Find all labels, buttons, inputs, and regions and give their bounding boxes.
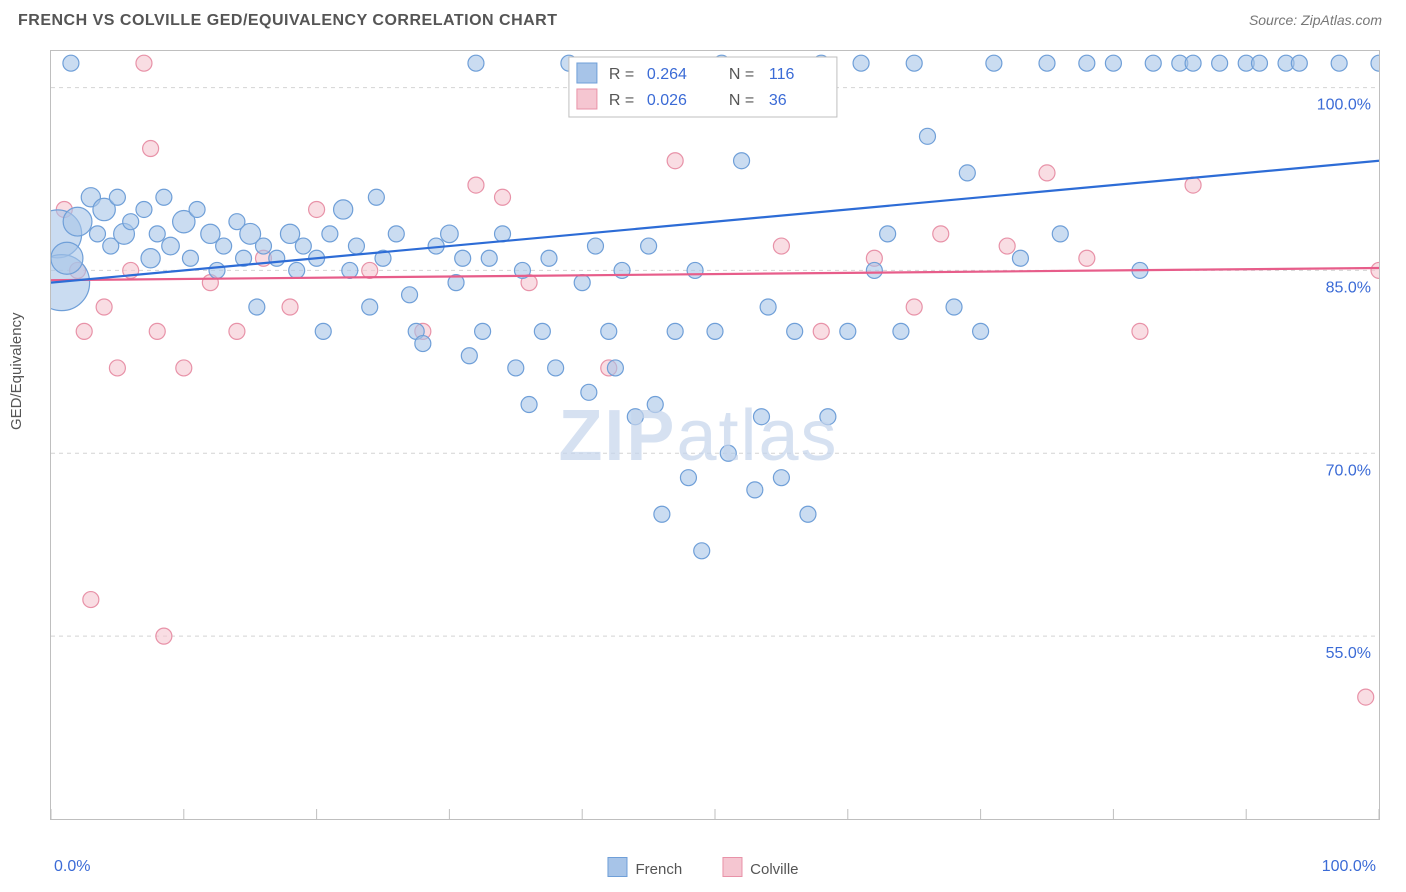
svg-text:70.0%: 70.0% [1326, 462, 1371, 479]
chart-title: FRENCH VS COLVILLE GED/EQUIVALENCY CORRE… [18, 12, 558, 30]
svg-text:N =: N = [729, 66, 754, 83]
svg-text:0.264: 0.264 [647, 66, 687, 83]
svg-text:R =: R = [609, 92, 634, 109]
plot-area: 55.0% 70.0% 85.0% 100.0% R = 0.264 N = 116 R =… [50, 50, 1380, 820]
scatter-chart-svg: 55.0% 70.0% 85.0% 100.0% R = 0.264 N = 116 R =… [51, 51, 1379, 819]
svg-text:100.0%: 100.0% [1317, 97, 1371, 114]
legend-item-colville: Colville [722, 857, 798, 878]
svg-text:0.026: 0.026 [647, 92, 687, 109]
svg-text:55.0%: 55.0% [1326, 645, 1371, 662]
x-axis-min: 0.0% [54, 858, 90, 876]
legend-item-french: French [607, 857, 682, 878]
bottom-legend: French Colville [607, 857, 798, 878]
swatch-french [607, 857, 627, 877]
legend-label-french: French [635, 861, 682, 878]
source-label: Source: ZipAtlas.com [1249, 12, 1382, 28]
svg-text:R =: R = [609, 66, 634, 83]
svg-text:36: 36 [769, 92, 787, 109]
y-axis-label: GED/Equivalency [8, 312, 25, 430]
legend-label-colville: Colville [750, 861, 798, 878]
svg-text:85.0%: 85.0% [1326, 279, 1371, 296]
swatch-colville [722, 857, 742, 877]
x-axis-max: 100.0% [1322, 858, 1376, 876]
svg-text:N =: N = [729, 92, 754, 109]
svg-text:116: 116 [769, 66, 795, 83]
